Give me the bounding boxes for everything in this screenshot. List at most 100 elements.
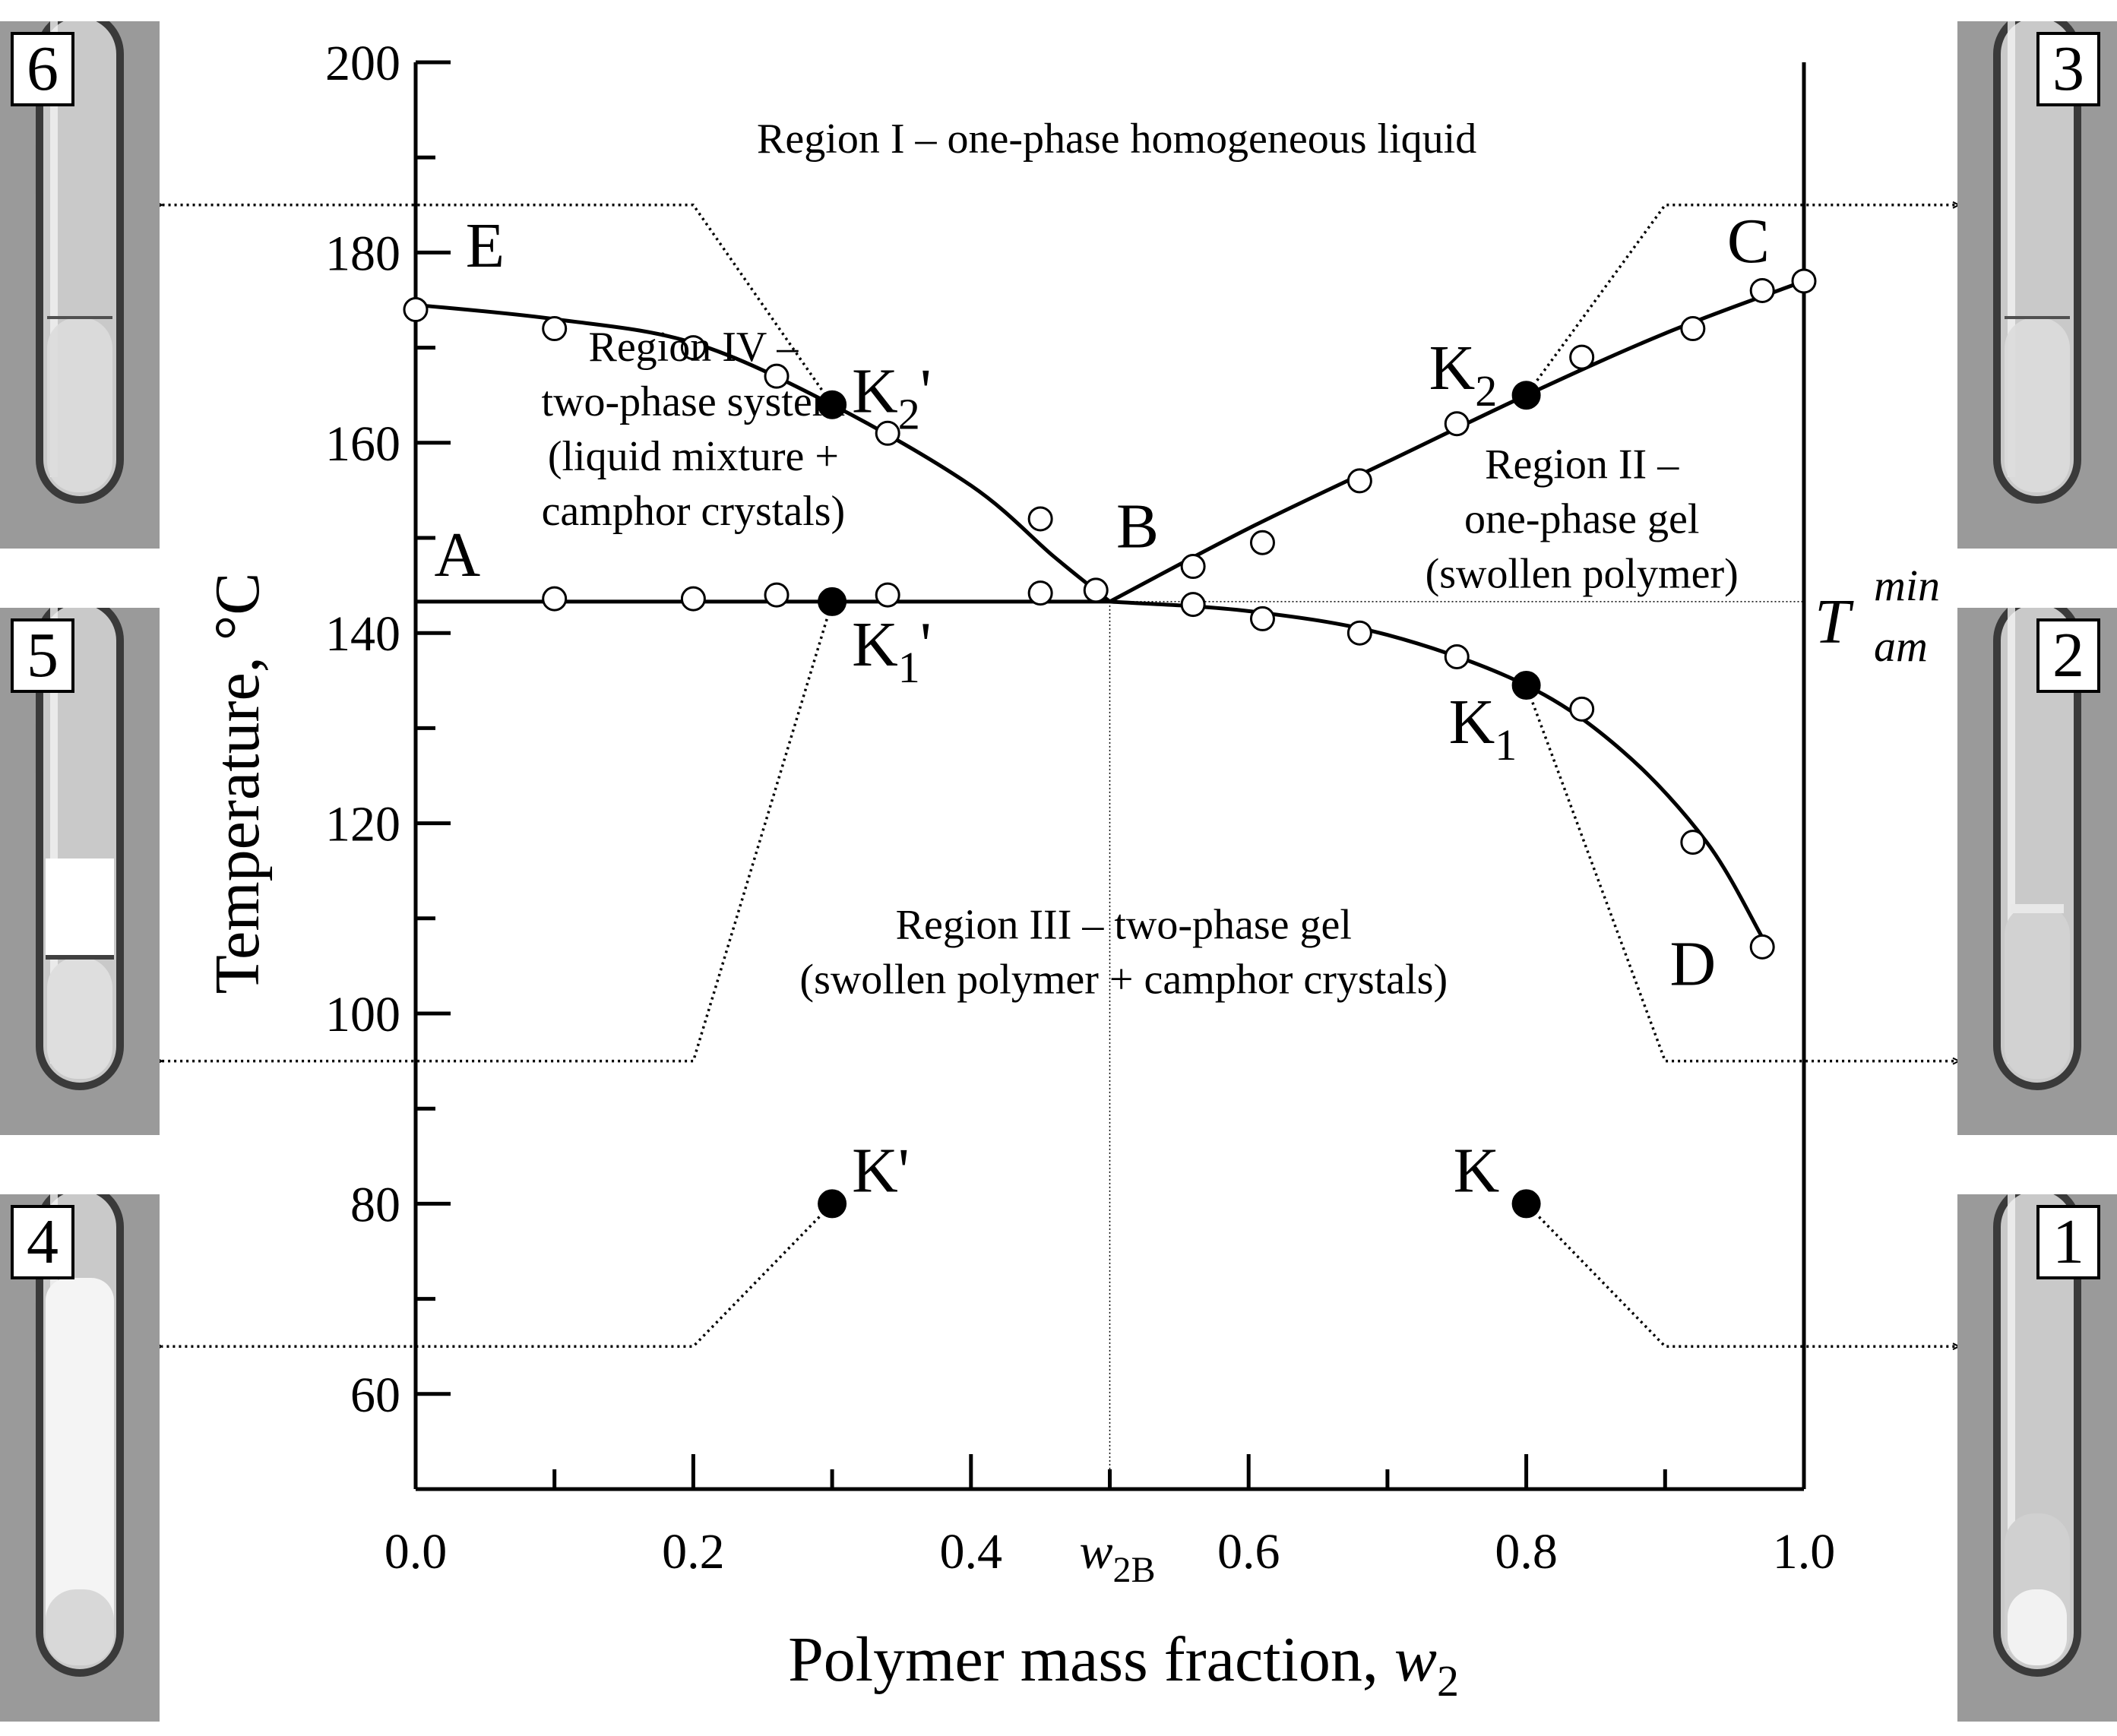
y-tick-label: 140: [325, 606, 400, 662]
data-point: [1444, 411, 1470, 437]
photo-link-arrow: [1525, 1203, 1959, 1346]
photo-number-badge: 4: [11, 1205, 74, 1279]
y-tick-label: 120: [325, 797, 400, 852]
special-point: [818, 587, 847, 616]
special-point-letter: K: [852, 356, 898, 427]
tam-label-sup: min: [1874, 561, 1940, 610]
data-points: [403, 268, 1817, 1219]
tube-highlight: [50, 21, 58, 477]
gel-fill: [2005, 904, 2070, 1079]
data-point: [1346, 468, 1372, 494]
special-point-label: K1: [1449, 687, 1517, 770]
y-tick-label: 160: [325, 416, 400, 472]
data-point: [1083, 577, 1109, 603]
data-point: [1749, 277, 1775, 303]
special-point-label: K2': [852, 356, 932, 439]
x-tick-label: 1.0: [1773, 1524, 1836, 1579]
data-point: [1749, 934, 1775, 960]
x-tick-label: 0.4: [940, 1524, 1003, 1579]
region-label-line: camphor crystals): [542, 488, 846, 535]
tube-highlight: [50, 608, 58, 1064]
photo-number-badge: 5: [11, 618, 74, 693]
special-point: [818, 390, 847, 419]
w2B-label-main: w: [1079, 1524, 1112, 1579]
tube-highlight: [2008, 608, 2015, 1064]
test-tube-illustration: [1957, 608, 2117, 1135]
data-point: [1680, 316, 1706, 342]
x-tick-label: 0.8: [1495, 1524, 1558, 1579]
photo-number-badge: 1: [2036, 1205, 2100, 1279]
data-point: [764, 363, 790, 389]
point-letter-label: B: [1116, 492, 1159, 562]
y-axis-title: Temperature, °C: [202, 573, 273, 994]
data-point: [1569, 696, 1595, 722]
data-point: [680, 335, 706, 361]
test-tube-photo-2: 2: [1957, 608, 2117, 1135]
y-tick-label: 80: [350, 1177, 400, 1232]
test-tube-illustration: [1957, 1194, 2117, 1722]
data-point: [1180, 554, 1206, 580]
region-label-line: Region IV –: [588, 324, 799, 371]
special-point-sub: 2: [1475, 366, 1497, 416]
crystal-column: [46, 1278, 114, 1658]
tam-min-label: Tmin am: [1815, 561, 1940, 671]
photo-number-badge: 3: [2036, 32, 2100, 106]
special-point-letter: K: [1429, 333, 1476, 403]
data-point: [1027, 506, 1053, 532]
data-point: [875, 420, 900, 446]
guide-lines: [1109, 601, 1804, 1489]
test-tube-illustration: [0, 608, 160, 1135]
x-axis-title-text: Polymer mass fraction,: [788, 1624, 1394, 1695]
photo-link-arrow: [162, 205, 834, 406]
x-axis-title: Polymer mass fraction, w2: [788, 1624, 1459, 1706]
tube-highlight: [2008, 21, 2015, 477]
special-point-prime: ': [920, 356, 932, 427]
crystal-layer: [46, 859, 114, 957]
region-label-line: two-phase system: [542, 378, 846, 425]
test-tube-illustration: [1957, 21, 2117, 549]
tam-label-sub: am: [1874, 621, 1928, 671]
data-point: [1680, 830, 1706, 855]
photo-number-badge: 2: [2036, 618, 2100, 693]
special-point: [1511, 671, 1541, 700]
x-axis-title-var: w: [1394, 1624, 1437, 1695]
test-tube-photo-5: 5: [0, 608, 160, 1135]
special-point-label: K: [1454, 1135, 1500, 1206]
gel-surface: [2011, 904, 2064, 913]
special-point: [818, 1189, 847, 1219]
data-point: [1444, 644, 1470, 669]
data-point: [542, 316, 568, 342]
data-point: [764, 582, 790, 608]
data-point: [1569, 344, 1595, 370]
special-point-sub: 1: [898, 643, 920, 692]
region-label-line: (swollen polymer): [1426, 551, 1739, 598]
point-letter-label: C: [1727, 206, 1770, 277]
special-point-letter: K: [1449, 687, 1495, 757]
test-tube-photo-1: 1: [1957, 1194, 2117, 1722]
special-point: [1511, 1189, 1541, 1219]
data-point: [680, 586, 706, 612]
special-point-sub: 1: [1495, 720, 1517, 770]
data-point: [875, 582, 900, 608]
photo-link-arrow: [162, 1203, 834, 1346]
crystal-sediment: [2008, 1589, 2067, 1665]
data-point: [1249, 530, 1275, 555]
data-point: [542, 586, 568, 612]
special-point-label: K1': [852, 609, 932, 692]
region-label: Region II – one-phase gel (swollen polymer…: [1426, 441, 1739, 598]
data-point: [1027, 580, 1053, 606]
special-point-letter: K: [852, 609, 898, 680]
photo-number-badge: 6: [11, 32, 74, 106]
y-tick-label: 100: [325, 987, 400, 1042]
y-tick-label: 200: [325, 36, 400, 91]
region-label-line: Region II –: [1485, 441, 1679, 489]
test-tube-illustration: [0, 1194, 160, 1722]
special-point: [1511, 381, 1541, 410]
test-tube-photo-3: 3: [1957, 21, 2117, 549]
data-point: [1791, 268, 1817, 294]
photo-link-arrows: [162, 205, 1959, 1346]
special-point-label: K2: [1429, 333, 1498, 416]
point-letter-label: A: [434, 520, 480, 590]
special-point-label: K': [852, 1135, 910, 1206]
